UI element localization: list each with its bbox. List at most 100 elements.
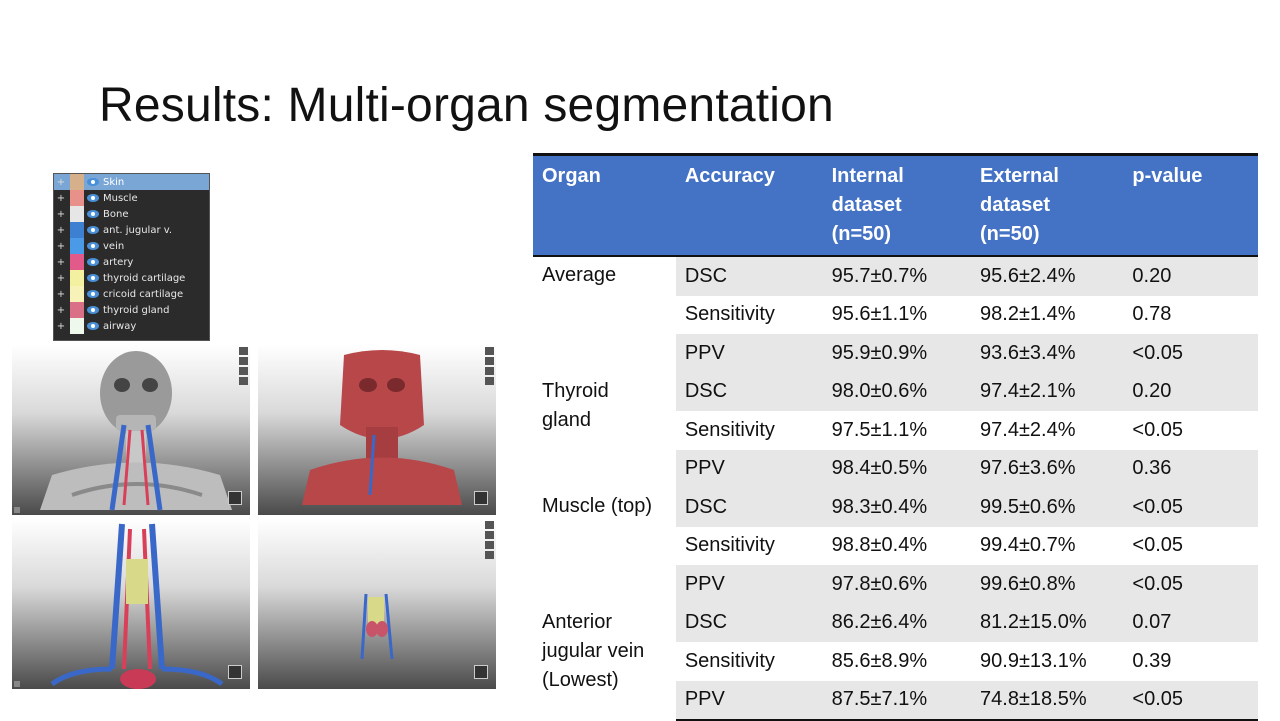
color-swatch[interactable] xyxy=(70,302,84,318)
cell-p: 0.36 xyxy=(1123,449,1258,488)
legend-item-label: ant. jugular v. xyxy=(103,224,173,236)
color-swatch[interactable] xyxy=(70,206,84,222)
cell-external: 99.4±0.7% xyxy=(980,534,1076,557)
expand-plus-icon[interactable]: + xyxy=(56,192,66,204)
cell-metric: PPV xyxy=(675,449,823,488)
cell-p: 0.07 xyxy=(1123,603,1258,642)
legend-item-label: cricoid cartilage xyxy=(103,288,184,300)
table-row: PPV 87.5±7.1% 74.8±18.5% <0.05 xyxy=(533,680,1258,721)
cell-internal: 98.3±0.4% xyxy=(822,488,972,527)
color-swatch[interactable] xyxy=(70,270,84,286)
viewport-toolbar[interactable] xyxy=(485,521,494,559)
cell-external: 74.8±18.5% xyxy=(971,680,1124,721)
orientation-cube-icon[interactable] xyxy=(474,665,488,679)
visibility-eye-icon[interactable] xyxy=(87,194,99,202)
visibility-eye-icon[interactable] xyxy=(87,274,99,282)
cell-external: 95.6±2.4% xyxy=(971,256,1124,296)
organ-name-line: Muscle (top) xyxy=(542,495,653,517)
legend-item[interactable]: + cricoid cartilage xyxy=(54,286,209,302)
expand-plus-icon[interactable]: + xyxy=(56,224,66,236)
legend-item[interactable]: + artery xyxy=(54,254,209,270)
legend-item[interactable]: + thyroid cartilage xyxy=(54,270,209,286)
cell-metric: Sensitivity xyxy=(684,418,775,441)
cell-p: 0.39 xyxy=(1132,649,1172,672)
cell-metric: DSC xyxy=(675,372,823,411)
color-swatch[interactable] xyxy=(70,254,84,270)
legend-item[interactable]: + Bone xyxy=(54,206,209,222)
color-swatch[interactable] xyxy=(70,318,84,334)
column-header-line: dataset xyxy=(831,194,902,216)
cell-internal: 95.7±0.7% xyxy=(822,256,972,296)
cell-p: 0.20 xyxy=(1123,256,1258,296)
expand-plus-icon[interactable]: + xyxy=(56,256,66,268)
visibility-eye-icon[interactable] xyxy=(87,210,99,218)
visibility-eye-icon[interactable] xyxy=(87,290,99,298)
legend-item-label: Bone xyxy=(103,208,129,220)
legend-item-label: Muscle xyxy=(103,192,138,204)
legend-item[interactable]: + Skin xyxy=(54,174,209,190)
color-swatch[interactable] xyxy=(70,238,84,254)
results-table: Organ Accuracy Internal dataset (n=50) Extern… xyxy=(533,153,1258,721)
cell-external: 90.9±13.1% xyxy=(980,649,1087,672)
table-row: Sensitivity 97.5±1.1% 97.4±2.4% <0.05 xyxy=(533,411,1258,450)
render-viewport-muscle[interactable] xyxy=(258,345,496,515)
column-header-line: External xyxy=(980,165,1059,187)
organ-cell: Muscle (top) xyxy=(533,488,676,604)
legend-item-label: Skin xyxy=(103,176,125,188)
cell-internal: 95.6±1.1% xyxy=(831,303,928,326)
cell-p: <0.05 xyxy=(1123,680,1258,721)
legend-item[interactable]: + thyroid gland xyxy=(54,302,209,318)
viewport-toolbar[interactable] xyxy=(239,347,248,385)
color-swatch[interactable] xyxy=(70,174,84,190)
expand-plus-icon[interactable]: + xyxy=(56,208,66,220)
color-swatch[interactable] xyxy=(70,222,84,238)
color-swatch[interactable] xyxy=(70,190,84,206)
orientation-cube-icon[interactable] xyxy=(228,491,242,505)
orientation-cube-icon[interactable] xyxy=(474,491,488,505)
render-viewport-thyroid[interactable] xyxy=(258,519,496,689)
column-header-line: (n=50) xyxy=(980,223,1040,245)
render-viewport-bone[interactable] xyxy=(12,345,250,515)
table-row: Thyroid gland DSC 98.0±0.6% 97.4±2.1% 0.20 xyxy=(533,372,1258,488)
cell-p: 0.20 xyxy=(1123,372,1258,411)
table-header-row: Organ Accuracy Internal dataset (n=50) Extern… xyxy=(533,153,1258,257)
orientation-cube-icon[interactable] xyxy=(228,665,242,679)
legend-item[interactable]: + airway xyxy=(54,318,209,334)
legend-item-label: thyroid gland xyxy=(103,304,170,316)
expand-plus-icon[interactable]: + xyxy=(56,176,66,188)
expand-plus-icon[interactable]: + xyxy=(56,304,66,316)
table-row: Average DSC 95.7±0.7% 95.6±2.4% 0.20 xyxy=(533,256,1258,373)
expand-plus-icon[interactable]: + xyxy=(56,272,66,284)
cell-p: 0.78 xyxy=(1132,303,1172,326)
color-swatch[interactable] xyxy=(70,286,84,302)
legend-item[interactable]: + Muscle xyxy=(54,190,209,206)
cell-metric: DSC xyxy=(675,488,823,527)
organ-name-line: jugular vein xyxy=(542,639,645,662)
column-header-line: p-value xyxy=(1132,165,1203,187)
render-viewport-vessels[interactable] xyxy=(12,519,250,689)
visibility-eye-icon[interactable] xyxy=(87,178,99,186)
column-header-line: dataset xyxy=(980,194,1051,216)
expand-plus-icon[interactable]: + xyxy=(56,288,66,300)
column-header: p-value xyxy=(1123,153,1258,257)
organ-name-line: gland xyxy=(542,408,591,431)
legend-item[interactable]: + ant. jugular v. xyxy=(54,222,209,238)
column-header: Internal dataset (n=50) xyxy=(822,153,972,257)
muscle-render-image xyxy=(302,350,462,505)
visibility-eye-icon[interactable] xyxy=(87,322,99,330)
visibility-eye-icon[interactable] xyxy=(87,258,99,266)
legend-item-label: thyroid cartilage xyxy=(103,272,186,284)
table-row: Sensitivity 95.6±1.1% 98.2±1.4% 0.78 xyxy=(533,296,1258,335)
cell-internal: 86.2±6.4% xyxy=(822,603,972,642)
expand-plus-icon[interactable]: + xyxy=(56,320,66,332)
viewport-toolbar[interactable] xyxy=(485,347,494,385)
expand-plus-icon[interactable]: + xyxy=(56,240,66,252)
visibility-eye-icon[interactable] xyxy=(87,306,99,314)
cell-external: 97.4±2.1% xyxy=(971,372,1124,411)
visibility-eye-icon[interactable] xyxy=(87,242,99,250)
visibility-eye-icon[interactable] xyxy=(87,226,99,234)
cell-external: 99.5±0.6% xyxy=(971,488,1124,527)
cell-internal: 87.5±7.1% xyxy=(822,680,972,721)
legend-item[interactable]: + vein xyxy=(54,238,209,254)
organ-cell: Thyroid gland xyxy=(533,372,676,488)
